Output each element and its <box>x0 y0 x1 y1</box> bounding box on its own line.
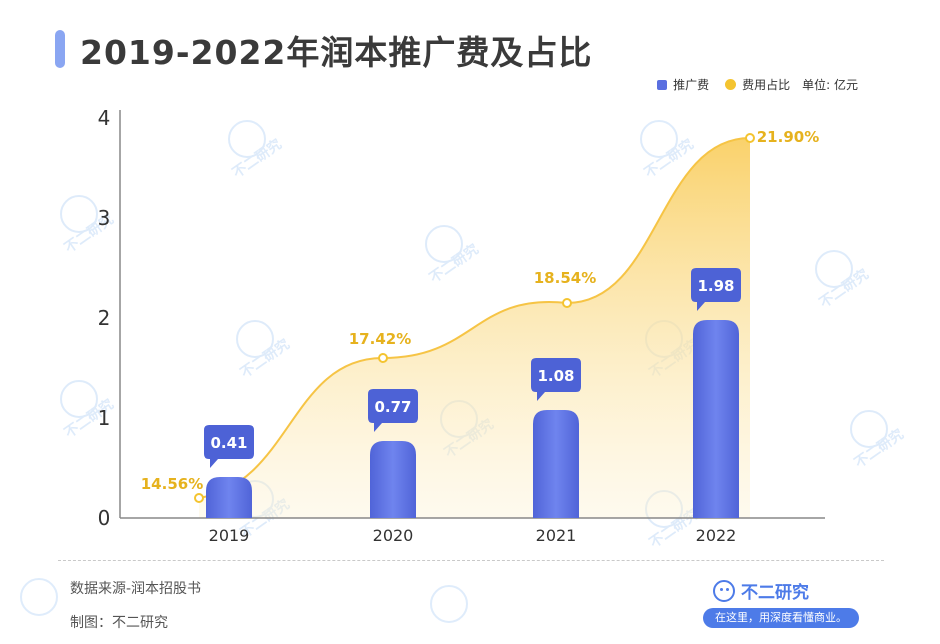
y-tick-label: 4 <box>98 106 111 130</box>
brand-name: 不二研究 <box>741 583 809 603</box>
bar-value-label: 1.08 <box>537 367 574 385</box>
watermark-logo <box>20 578 58 616</box>
footer-divider <box>58 560 884 561</box>
ratio-value-label: 14.56% <box>141 475 203 493</box>
y-tick-label: 0 <box>98 506 111 530</box>
x-tick-label: 2021 <box>536 526 577 545</box>
source-note: 数据来源-润本招股书 <box>70 581 202 597</box>
brand-logo-row: 不二研究 <box>713 578 809 603</box>
ratio-point <box>745 133 755 143</box>
bar-value-callout <box>531 358 581 401</box>
ratio-point <box>562 298 572 308</box>
chart-canvas: 0 1 2 3 4 2019 2020 2021 2022 0.41 0.77 1.08 1.98 14… <box>98 106 825 545</box>
ratio-value-label: 21.90% <box>757 128 819 146</box>
bar-value-label: 0.41 <box>210 434 247 452</box>
ratio-area <box>194 133 755 518</box>
bar <box>206 477 252 518</box>
legend-bar-label: 推广费 <box>673 78 710 92</box>
brand-tagline: 在这里，用深度看懂商业。 <box>703 608 859 628</box>
x-tick-label: 2019 <box>209 526 250 545</box>
bar <box>693 320 739 518</box>
bar-value-label: 1.98 <box>697 277 734 295</box>
bar <box>370 441 416 518</box>
legend-line-swatch <box>725 79 737 90</box>
ratio-point <box>194 493 204 503</box>
ratio-value-label: 18.54% <box>534 269 596 287</box>
legend-bar-swatch <box>657 79 668 90</box>
brand-badge: 不二研究 在这里，用深度看懂商业。 <box>703 578 863 630</box>
legend-line-label: 费用占比 <box>742 78 791 92</box>
x-tick-label: 2022 <box>696 526 737 545</box>
bar-value-callout <box>691 268 741 311</box>
watermark-icon <box>20 578 58 616</box>
watermark-logo <box>430 585 468 623</box>
x-tick-label: 2020 <box>373 526 414 545</box>
ratio-point <box>378 353 388 363</box>
bars <box>206 320 739 518</box>
data-labels: 0.41 0.77 1.08 1.98 14.56% 17.42% 18.54% 21.90% <box>141 128 819 493</box>
watermark-icon <box>430 585 468 623</box>
maker-note: 制图：不二研究 <box>70 615 168 631</box>
ratio-value-label: 17.42% <box>349 330 411 348</box>
bar <box>533 410 579 518</box>
y-tick-label: 3 <box>98 206 111 230</box>
title-accent-bar <box>55 30 65 68</box>
ratio-line <box>198 137 751 499</box>
bar-value-label: 0.77 <box>374 398 411 416</box>
y-tick-label: 1 <box>98 406 111 430</box>
chart-title: 2019-2022年润本推广费及占比 <box>80 33 593 72</box>
brand-logo-icon <box>713 579 735 602</box>
legend: 推广费 费用占比 单位: 亿元 <box>657 76 858 93</box>
bar-value-callout <box>204 425 254 468</box>
y-tick-label: 2 <box>98 306 111 330</box>
legend-unit: 单位: 亿元 <box>802 78 858 92</box>
bar-value-callout <box>368 389 418 432</box>
